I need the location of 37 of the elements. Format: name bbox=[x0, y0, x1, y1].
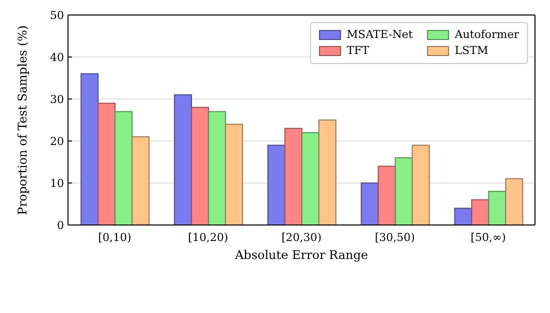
x-tick-label: [30,50) bbox=[374, 230, 415, 244]
bar bbox=[412, 144, 430, 225]
bar bbox=[267, 144, 286, 225]
y-tick-label: 0 bbox=[57, 218, 64, 232]
y-tick-label: 30 bbox=[50, 92, 64, 106]
x-axis-title: Absolute Error Range bbox=[234, 248, 368, 262]
bar bbox=[394, 157, 413, 225]
legend-label: LSTM bbox=[454, 43, 488, 59]
bar bbox=[174, 94, 192, 225]
x-tick-label: [10,20) bbox=[188, 230, 228, 244]
bar bbox=[208, 111, 226, 225]
bar bbox=[301, 132, 320, 225]
bar bbox=[454, 208, 472, 225]
y-tick-label: 10 bbox=[50, 176, 64, 190]
bar bbox=[98, 102, 116, 225]
bar bbox=[318, 120, 336, 225]
bar bbox=[224, 124, 243, 225]
bar bbox=[284, 128, 302, 225]
legend-label: Autoformer bbox=[454, 27, 519, 43]
bar bbox=[80, 73, 99, 225]
bar bbox=[114, 111, 133, 225]
bar bbox=[378, 166, 396, 225]
bar bbox=[471, 199, 490, 225]
bar bbox=[360, 182, 379, 225]
x-tick-label: [20,30) bbox=[281, 230, 322, 244]
bar bbox=[505, 178, 524, 225]
y-axis-title: Proportion of Test Samples (%) bbox=[15, 25, 30, 215]
x-tick-label: [50,∞) bbox=[470, 230, 506, 244]
legend-label: TFT bbox=[346, 43, 370, 59]
bar bbox=[190, 106, 209, 225]
y-tick-label: 40 bbox=[50, 50, 64, 64]
legend-label: MSATE-Net bbox=[346, 27, 413, 43]
y-tick-label: 20 bbox=[50, 134, 64, 148]
bar bbox=[132, 136, 150, 225]
x-tick-label: [0,10) bbox=[98, 230, 132, 244]
y-tick-label: 50 bbox=[50, 8, 64, 22]
bar bbox=[488, 190, 506, 225]
